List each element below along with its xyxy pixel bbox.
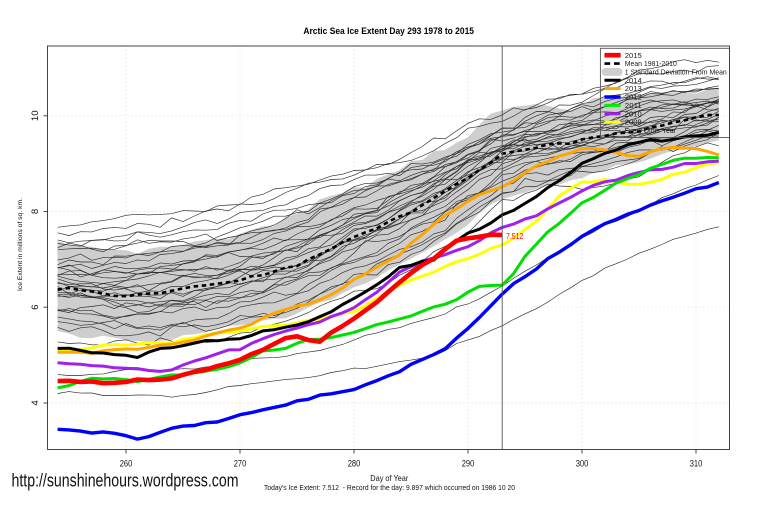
- svg-text:Every Other Year: Every Other Year: [625, 126, 676, 135]
- svg-text:Ice Extent in millions of sq.: Ice Extent in millions of sq. km.: [17, 198, 24, 291]
- svg-text:10: 10: [30, 110, 41, 121]
- svg-text:2010: 2010: [625, 109, 642, 118]
- svg-text:2015: 2015: [625, 51, 642, 60]
- svg-text:2009: 2009: [625, 118, 642, 127]
- svg-text:310: 310: [690, 459, 703, 470]
- svg-text:1 Standard Deviation From Mean: 1 Standard Deviation From Mean: [625, 68, 727, 77]
- svg-text:http://sunshinehours.wordpress: http://sunshinehours.wordpress.com: [12, 471, 239, 491]
- svg-text:Arctic Sea Ice Extent Day 293: Arctic Sea Ice Extent Day 293 1978 to 20…: [303, 25, 474, 36]
- svg-text:Day of Year: Day of Year: [370, 473, 408, 483]
- svg-text:290: 290: [462, 459, 475, 470]
- svg-text:2013: 2013: [625, 84, 642, 93]
- svg-text:300: 300: [576, 459, 589, 470]
- svg-text:280: 280: [348, 459, 361, 470]
- svg-text:2012: 2012: [625, 93, 642, 102]
- svg-text:2011: 2011: [625, 101, 642, 110]
- svg-text:260: 260: [120, 459, 133, 470]
- svg-text:270: 270: [234, 459, 247, 470]
- svg-text:Today's Ice Extent: 7.512 - R: Today's Ice Extent: 7.512 - Record for t…: [264, 483, 515, 492]
- svg-text:6: 6: [30, 305, 41, 310]
- svg-text:7.512: 7.512: [506, 231, 524, 241]
- svg-text:Mean 1981-2010: Mean 1981-2010: [625, 59, 677, 68]
- svg-text:8: 8: [30, 209, 41, 214]
- svg-text:2014: 2014: [625, 76, 642, 85]
- svg-text:4: 4: [30, 400, 41, 406]
